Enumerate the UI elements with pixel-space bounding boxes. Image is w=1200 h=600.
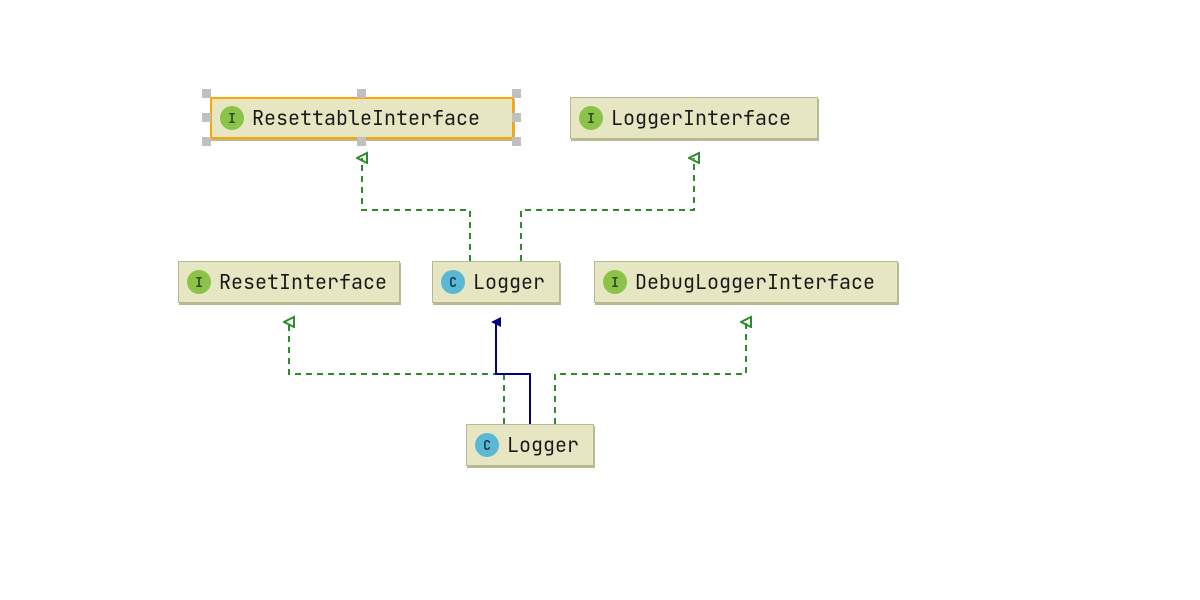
interface-icon: I	[187, 270, 211, 294]
uml-node-debuglog[interactable]: I DebugLoggerInterface	[594, 261, 898, 303]
selection-handle[interactable]	[357, 89, 366, 98]
interface-icon: I	[220, 106, 244, 130]
edge-e5	[555, 322, 746, 424]
selection-handle[interactable]	[512, 113, 521, 122]
edge-e4	[496, 322, 530, 424]
uml-node-resettable[interactable]: I ResettableInterface	[210, 97, 514, 139]
selection-handle[interactable]	[512, 89, 521, 98]
node-label: Logger	[473, 269, 545, 295]
interface-icon: I	[579, 106, 603, 130]
interface-icon: I	[603, 270, 627, 294]
uml-node-logger1[interactable]: C Logger	[432, 261, 560, 303]
edge-e3	[289, 322, 504, 424]
selection-handle[interactable]	[202, 137, 211, 146]
node-label: ResetInterface	[219, 269, 387, 295]
node-label: Logger	[507, 432, 579, 458]
selection-handle[interactable]	[357, 137, 366, 146]
node-label: ResettableInterface	[252, 105, 480, 131]
uml-node-logger2[interactable]: C Logger	[466, 424, 594, 466]
selection-handle[interactable]	[202, 113, 211, 122]
uml-canvas[interactable]: I ResettableInterface I LoggerInterface I Res…	[0, 0, 1200, 600]
selection-handle[interactable]	[202, 89, 211, 98]
uml-node-resetiface[interactable]: I ResetInterface	[178, 261, 400, 303]
class-icon: C	[475, 433, 499, 457]
class-icon: C	[441, 270, 465, 294]
selection-handle[interactable]	[512, 137, 521, 146]
edge-e2	[521, 158, 694, 261]
node-label: DebugLoggerInterface	[635, 269, 875, 295]
uml-node-loggeriface[interactable]: I LoggerInterface	[570, 97, 818, 139]
node-label: LoggerInterface	[611, 105, 791, 131]
edge-e1	[362, 158, 470, 261]
